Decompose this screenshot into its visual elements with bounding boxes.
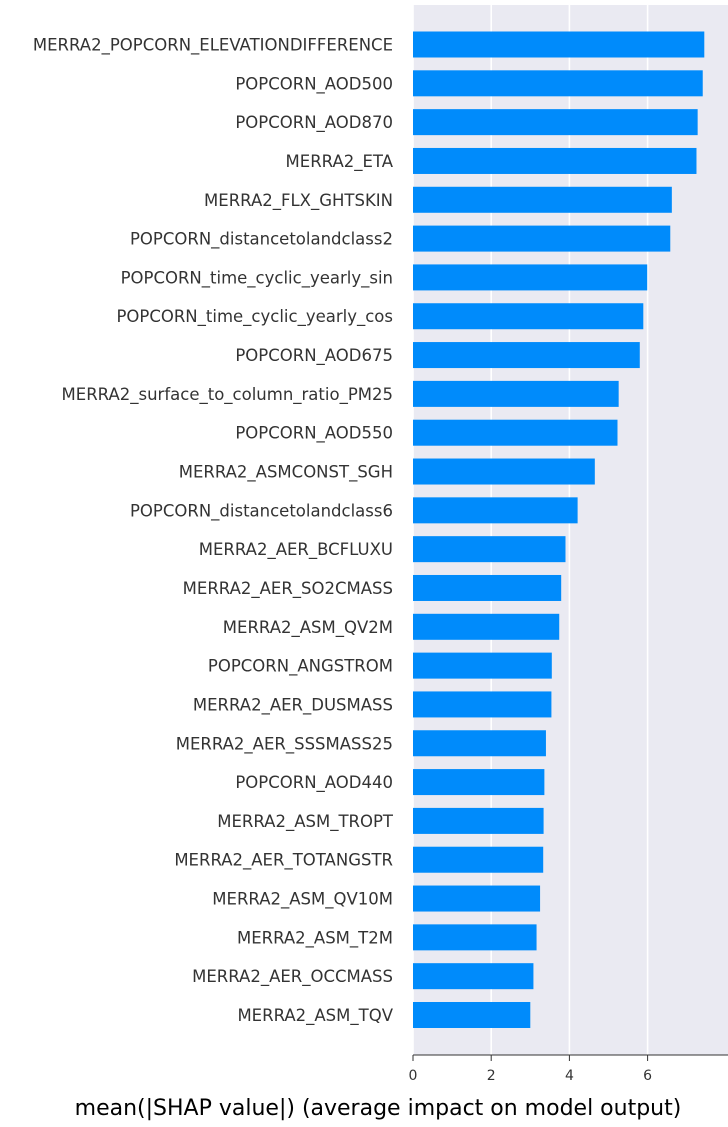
feature-label: POPCORN_AOD675 [235,346,393,366]
bar [413,303,644,330]
feature-label: MERRA2_ASM_TQV [237,1006,393,1026]
x-axis: 0 2 4 6 [409,1054,728,1084]
feature-label: POPCORN_distancetolandclass6 [130,501,393,521]
feature-label: MERRA2_ASMCONST_SGH [179,463,393,483]
bar [413,807,544,834]
bar [413,342,640,369]
bar [413,1002,531,1028]
feature-label: MERRA2_AER_BCFLUXU [199,540,393,560]
bar [413,574,562,601]
feature-labels: MERRA2_POPCORN_ELEVATIONDIFFERENCE POPCOR… [33,36,394,1027]
feature-label: POPCORN_distancetolandclass2 [130,230,393,250]
bar [413,536,566,563]
feature-label: POPCORN_AOD440 [235,773,393,793]
plot-background [413,5,728,1055]
bar [413,885,541,912]
feature-label: MERRA2_ASM_QV2M [223,618,393,638]
feature-label: POPCORN_AOD550 [235,424,393,444]
feature-label: MERRA2_AER_SO2CMASS [183,579,393,599]
feature-label: POPCORN_AOD500 [235,74,393,94]
x-tick-label: 0 [409,1068,418,1084]
feature-label: POPCORN_time_cyclic_yearly_cos [116,307,393,327]
bar [413,730,546,757]
bar [413,264,648,291]
x-axis-title: mean(|SHAP value|) (average impact on mo… [75,1096,682,1121]
gridlines [412,5,728,1055]
feature-label: POPCORN_AOD870 [235,113,393,133]
feature-label: MERRA2_ASM_QV10M [212,890,393,910]
bar [413,380,619,407]
bars [413,31,705,1028]
bar [413,846,544,873]
bar [413,147,697,174]
feature-label: MERRA2_ASM_TROPT [217,812,394,832]
bar [413,691,552,718]
bar [413,419,618,446]
bar [413,924,537,951]
feature-label: MERRA2_ETA [286,152,394,172]
feature-label: MERRA2_AER_OCCMASS [192,967,393,987]
feature-label: POPCORN_time_cyclic_yearly_sin [121,268,393,288]
feature-label: MERRA2_AER_DUSMASS [193,695,393,715]
bar [413,963,534,990]
feature-label: MERRA2_FLX_GHTSKIN [204,191,393,211]
bar [413,225,671,252]
x-tick-label: 4 [565,1068,574,1084]
feature-label: MERRA2_surface_to_column_ratio_PM25 [62,385,393,405]
feature-label: POPCORN_ANGSTROM [208,657,393,677]
feature-label: MERRA2_POPCORN_ELEVATIONDIFFERENCE [33,36,393,56]
feature-label: MERRA2_AER_TOTANGSTR [174,851,393,871]
bar [413,186,672,213]
x-tick-label: 6 [643,1068,652,1084]
bar [413,458,595,485]
feature-label: MERRA2_ASM_T2M [237,928,393,948]
bar [413,109,698,136]
feature-label: MERRA2_AER_SSSMASS25 [176,734,393,754]
bar [413,70,703,97]
bar [413,769,545,796]
bar [413,652,552,679]
bar [413,613,560,640]
bar [413,497,578,524]
bar [413,31,705,58]
x-tick-label: 2 [487,1068,496,1084]
